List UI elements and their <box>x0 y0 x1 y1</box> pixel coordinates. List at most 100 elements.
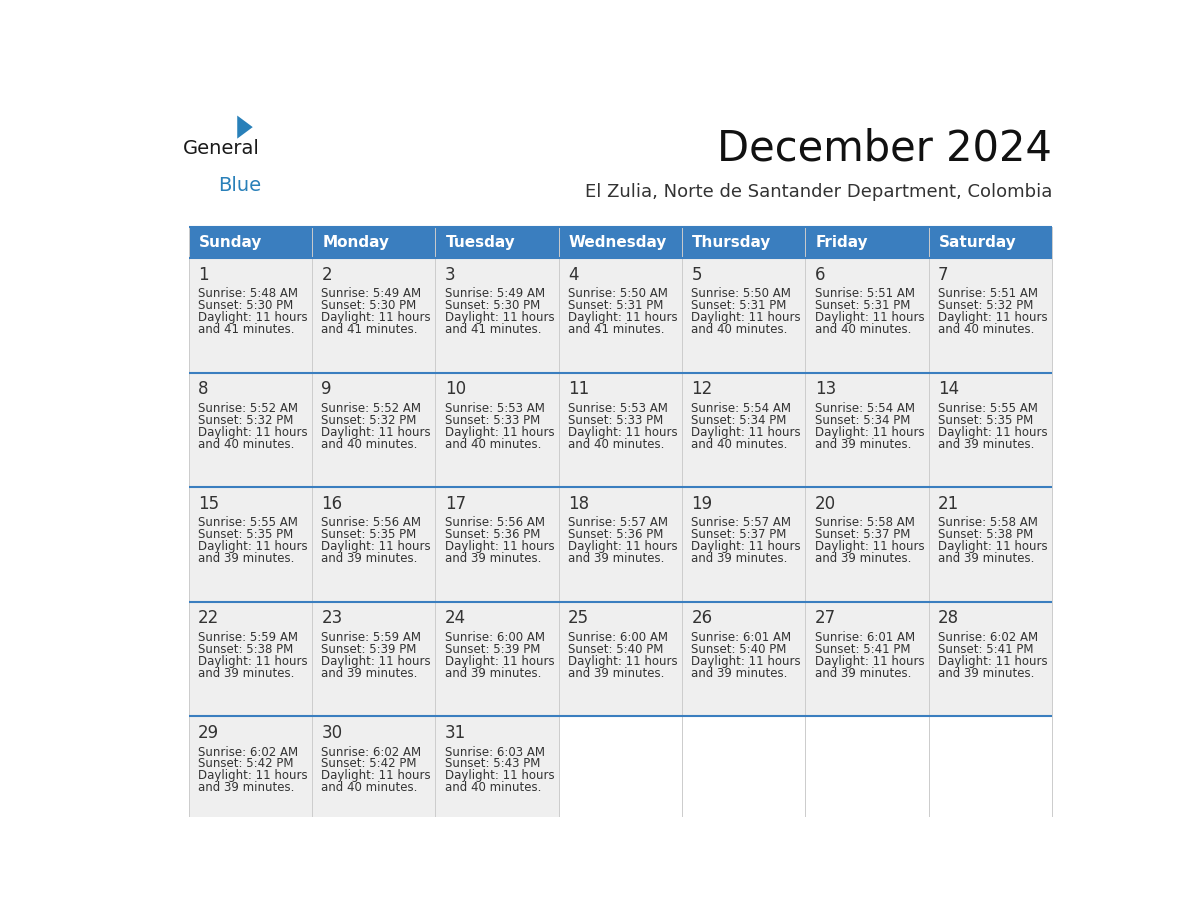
Text: 5: 5 <box>691 265 702 284</box>
Text: Sunset: 5:42 PM: Sunset: 5:42 PM <box>198 757 293 770</box>
Text: Sunset: 5:38 PM: Sunset: 5:38 PM <box>198 643 293 656</box>
Text: Sunrise: 6:02 AM: Sunrise: 6:02 AM <box>939 631 1038 644</box>
Text: and 40 minutes.: and 40 minutes. <box>444 438 542 451</box>
Bar <box>929 487 1053 601</box>
Text: Sunset: 5:31 PM: Sunset: 5:31 PM <box>815 299 910 312</box>
Bar <box>682 601 805 716</box>
Bar <box>805 258 929 373</box>
Text: and 39 minutes.: and 39 minutes. <box>691 553 788 565</box>
Text: El Zulia, Norte de Santander Department, Colombia: El Zulia, Norte de Santander Department,… <box>584 184 1053 201</box>
Text: Sunrise: 5:56 AM: Sunrise: 5:56 AM <box>444 517 545 530</box>
Bar <box>558 373 682 487</box>
Text: Daylight: 11 hours: Daylight: 11 hours <box>815 311 924 324</box>
Text: 23: 23 <box>322 610 342 627</box>
Bar <box>189 716 312 831</box>
Text: Sunrise: 5:55 AM: Sunrise: 5:55 AM <box>198 517 298 530</box>
Bar <box>312 487 436 601</box>
Bar <box>682 258 805 373</box>
Text: Daylight: 11 hours: Daylight: 11 hours <box>198 426 308 439</box>
Text: Daylight: 11 hours: Daylight: 11 hours <box>322 541 431 554</box>
Text: Sunset: 5:34 PM: Sunset: 5:34 PM <box>691 414 786 427</box>
Text: and 39 minutes.: and 39 minutes. <box>198 553 295 565</box>
Text: Sunrise: 5:59 AM: Sunrise: 5:59 AM <box>198 631 298 644</box>
Text: Sunset: 5:37 PM: Sunset: 5:37 PM <box>691 529 786 542</box>
Text: Daylight: 11 hours: Daylight: 11 hours <box>322 655 431 668</box>
Text: Daylight: 11 hours: Daylight: 11 hours <box>815 541 924 554</box>
Text: 21: 21 <box>939 495 960 513</box>
Text: and 40 minutes.: and 40 minutes. <box>444 781 542 794</box>
Text: 7: 7 <box>939 265 948 284</box>
Text: Sunset: 5:35 PM: Sunset: 5:35 PM <box>939 414 1034 427</box>
Text: and 41 minutes.: and 41 minutes. <box>322 323 418 336</box>
Text: Sunset: 5:30 PM: Sunset: 5:30 PM <box>322 299 417 312</box>
Text: 18: 18 <box>568 495 589 513</box>
Text: Sunrise: 5:55 AM: Sunrise: 5:55 AM <box>939 402 1038 415</box>
Bar <box>312 373 436 487</box>
Text: Daylight: 11 hours: Daylight: 11 hours <box>322 769 431 782</box>
Text: 19: 19 <box>691 495 713 513</box>
Text: Daylight: 11 hours: Daylight: 11 hours <box>815 655 924 668</box>
Text: Daylight: 11 hours: Daylight: 11 hours <box>444 311 555 324</box>
Text: and 39 minutes.: and 39 minutes. <box>322 553 418 565</box>
Bar <box>805 373 929 487</box>
Text: Sunrise: 5:57 AM: Sunrise: 5:57 AM <box>568 517 668 530</box>
Text: Sunrise: 5:53 AM: Sunrise: 5:53 AM <box>568 402 668 415</box>
Text: and 40 minutes.: and 40 minutes. <box>691 323 788 336</box>
Text: and 39 minutes.: and 39 minutes. <box>939 553 1035 565</box>
Text: Daylight: 11 hours: Daylight: 11 hours <box>198 541 308 554</box>
Text: 17: 17 <box>444 495 466 513</box>
Text: Sunset: 5:30 PM: Sunset: 5:30 PM <box>444 299 541 312</box>
Text: Daylight: 11 hours: Daylight: 11 hours <box>444 655 555 668</box>
Text: 13: 13 <box>815 380 836 398</box>
Bar <box>436 373 558 487</box>
Text: Monday: Monday <box>322 235 390 250</box>
Text: Sunset: 5:37 PM: Sunset: 5:37 PM <box>815 529 910 542</box>
Bar <box>682 487 805 601</box>
Text: and 40 minutes.: and 40 minutes. <box>322 781 418 794</box>
Bar <box>312 258 436 373</box>
Text: 8: 8 <box>198 380 209 398</box>
Bar <box>805 601 929 716</box>
Text: Sunrise: 5:59 AM: Sunrise: 5:59 AM <box>322 631 422 644</box>
Text: and 39 minutes.: and 39 minutes. <box>815 666 911 680</box>
Text: 29: 29 <box>198 724 220 742</box>
Polygon shape <box>238 116 253 139</box>
Text: Sunrise: 6:02 AM: Sunrise: 6:02 AM <box>322 745 422 758</box>
Text: Daylight: 11 hours: Daylight: 11 hours <box>568 426 677 439</box>
Text: and 41 minutes.: and 41 minutes. <box>444 323 542 336</box>
Text: Sunrise: 5:50 AM: Sunrise: 5:50 AM <box>568 287 668 300</box>
Text: and 40 minutes.: and 40 minutes. <box>939 323 1035 336</box>
Bar <box>436 601 558 716</box>
Text: Blue: Blue <box>219 175 261 195</box>
Text: Daylight: 11 hours: Daylight: 11 hours <box>198 655 308 668</box>
Text: Sunset: 5:32 PM: Sunset: 5:32 PM <box>939 299 1034 312</box>
Bar <box>312 601 436 716</box>
Text: and 41 minutes.: and 41 minutes. <box>198 323 295 336</box>
Text: Sunrise: 5:48 AM: Sunrise: 5:48 AM <box>198 287 298 300</box>
Text: 10: 10 <box>444 380 466 398</box>
Text: Sunrise: 5:51 AM: Sunrise: 5:51 AM <box>939 287 1038 300</box>
Text: 27: 27 <box>815 610 836 627</box>
Text: Daylight: 11 hours: Daylight: 11 hours <box>691 311 801 324</box>
Text: Daylight: 11 hours: Daylight: 11 hours <box>568 541 677 554</box>
Text: 6: 6 <box>815 265 826 284</box>
Text: 16: 16 <box>322 495 342 513</box>
Text: Sunrise: 5:58 AM: Sunrise: 5:58 AM <box>939 517 1038 530</box>
Text: and 39 minutes.: and 39 minutes. <box>815 553 911 565</box>
Text: 20: 20 <box>815 495 836 513</box>
Text: Sunrise: 6:00 AM: Sunrise: 6:00 AM <box>568 631 668 644</box>
Text: and 39 minutes.: and 39 minutes. <box>939 438 1035 451</box>
Text: Wednesday: Wednesday <box>569 235 668 250</box>
Text: and 40 minutes.: and 40 minutes. <box>568 438 664 451</box>
Text: 22: 22 <box>198 610 220 627</box>
Text: Sunrise: 5:50 AM: Sunrise: 5:50 AM <box>691 287 791 300</box>
Text: and 40 minutes.: and 40 minutes. <box>198 438 295 451</box>
Bar <box>189 258 312 373</box>
Text: Daylight: 11 hours: Daylight: 11 hours <box>691 655 801 668</box>
Text: Sunrise: 5:49 AM: Sunrise: 5:49 AM <box>444 287 545 300</box>
Text: 26: 26 <box>691 610 713 627</box>
Text: Daylight: 11 hours: Daylight: 11 hours <box>198 311 308 324</box>
Text: Sunset: 5:40 PM: Sunset: 5:40 PM <box>568 643 663 656</box>
Text: Daylight: 11 hours: Daylight: 11 hours <box>815 426 924 439</box>
Text: Daylight: 11 hours: Daylight: 11 hours <box>444 541 555 554</box>
